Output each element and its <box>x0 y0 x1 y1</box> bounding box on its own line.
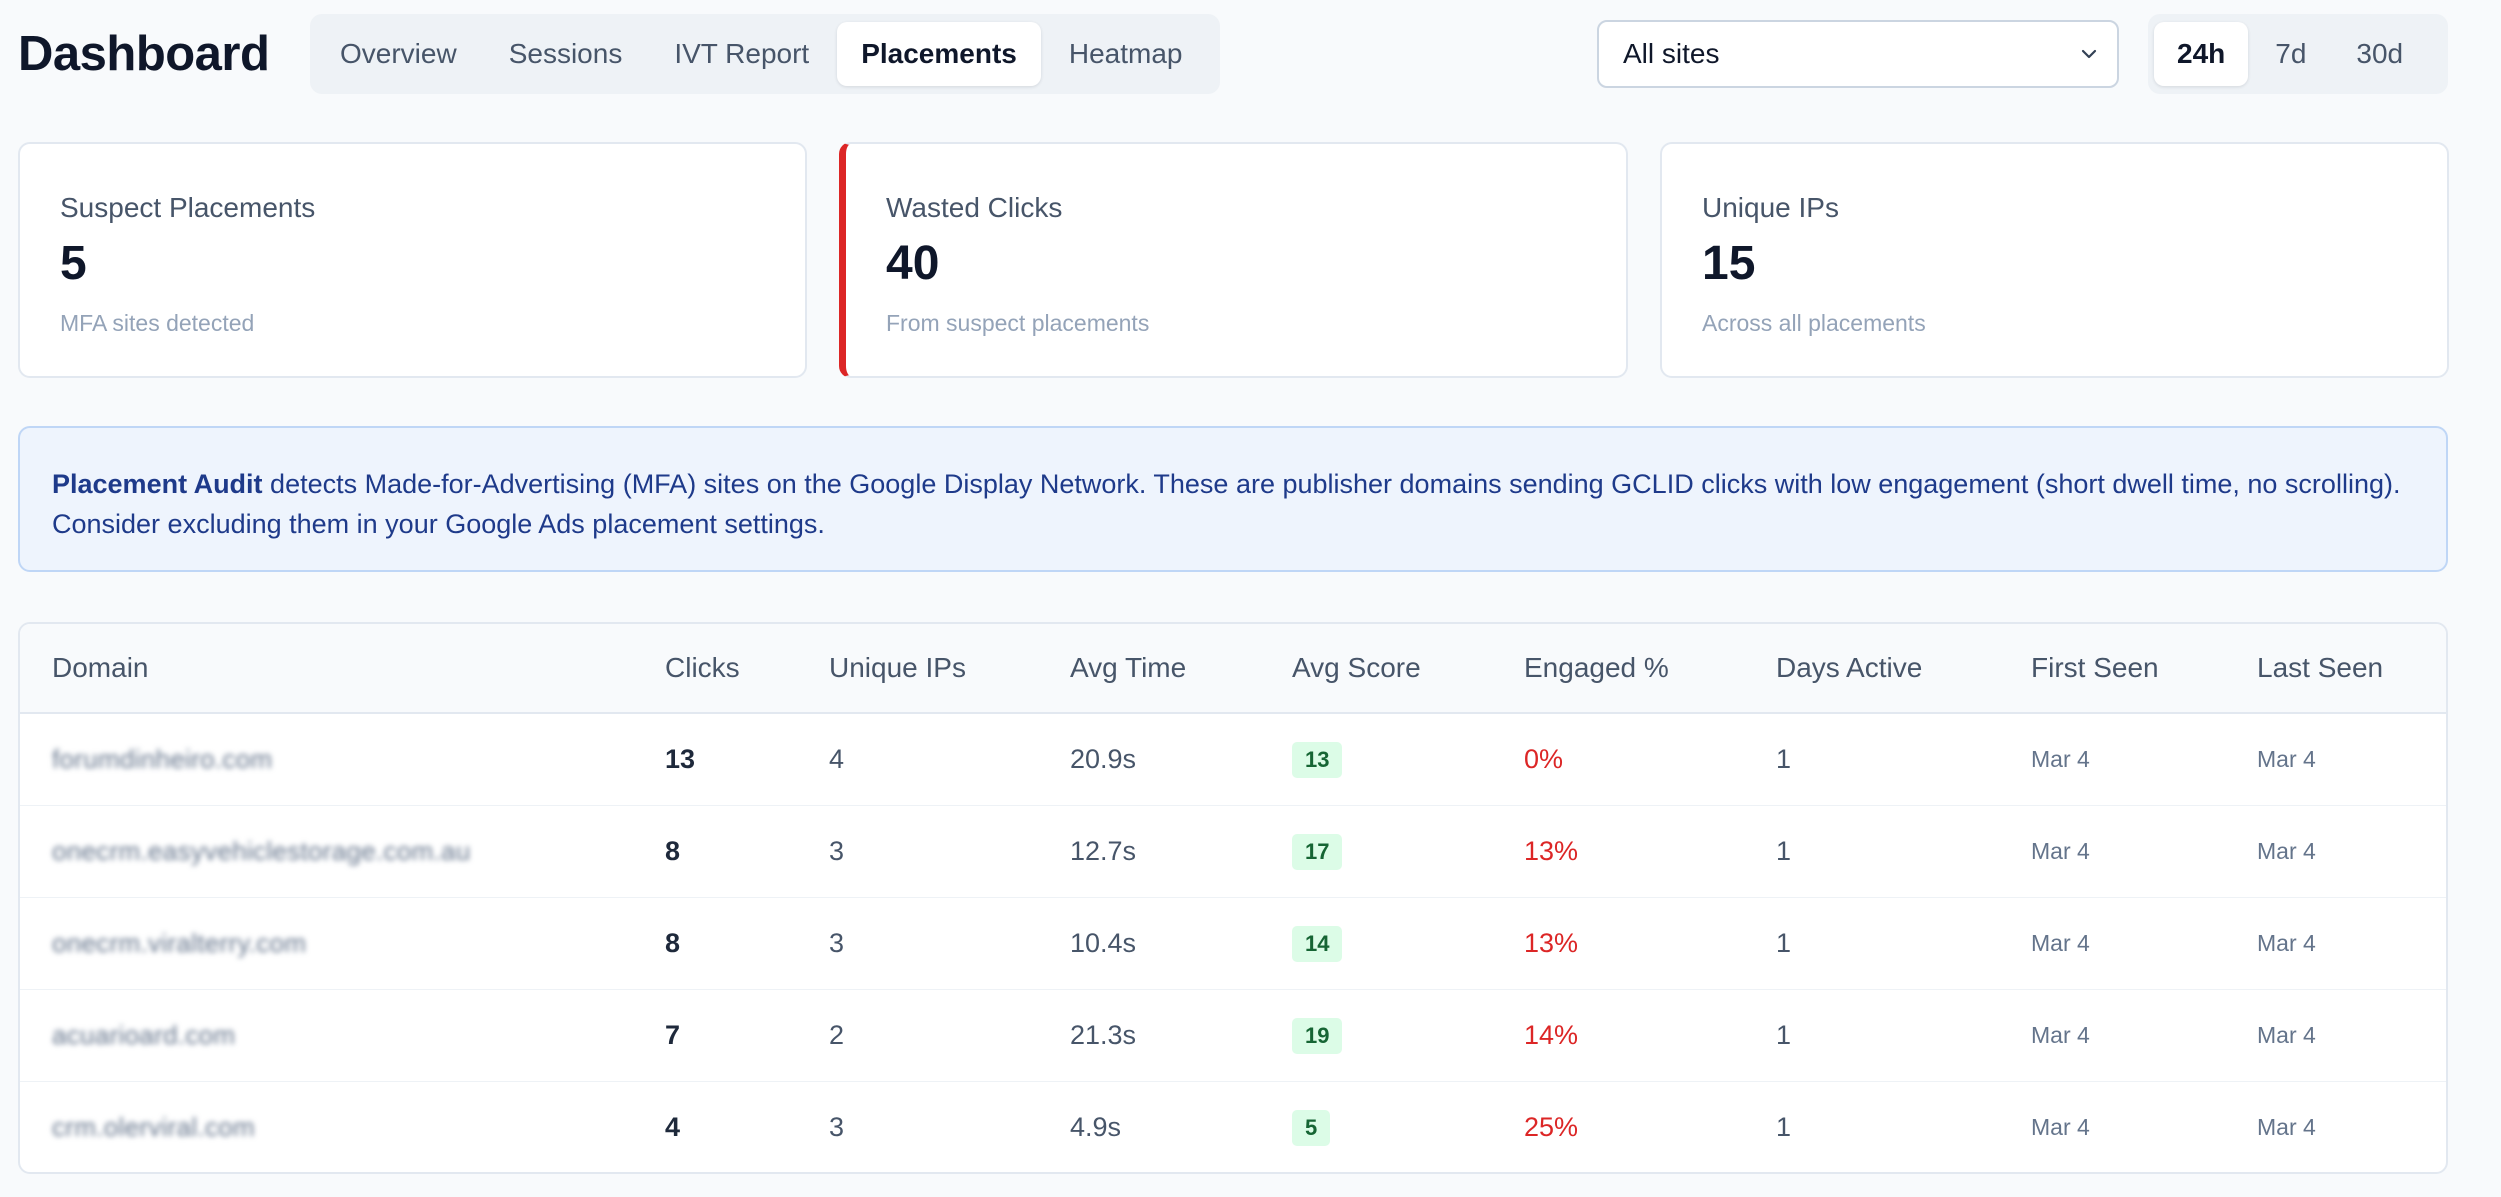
cell-days-active: 1 <box>1776 1020 1792 1050</box>
cell-days-active: 1 <box>1776 1112 1792 1142</box>
table-row[interactable]: forumdinheiro.com 13 4 20.9s 13 0% 1 Mar… <box>20 714 2446 806</box>
cell-domain: acuarioard.com <box>52 1020 236 1050</box>
cell-first-seen: Mar 4 <box>2031 1022 2090 1048</box>
table-row[interactable]: crm.olerviral.com 4 3 4.9s 5 25% 1 Mar 4… <box>20 1082 2446 1172</box>
cell-engaged: 14% <box>1524 1020 1579 1050</box>
time-range-toggle: 24h 7d 30d <box>2148 14 2448 94</box>
cell-days-active: 1 <box>1776 836 1792 866</box>
stat-label: Wasted Clicks <box>886 192 1063 223</box>
table-row[interactable]: onecrm.viralterry.com 8 3 10.4s 14 13% 1… <box>20 898 2446 990</box>
stat-subtext: Across all placements <box>1702 310 1926 336</box>
page-title: Dashboard <box>18 27 270 81</box>
stat-value: 5 <box>60 237 87 290</box>
cell-engaged: 25% <box>1524 1112 1579 1142</box>
stat-subtext: MFA sites detected <box>60 310 255 336</box>
cell-clicks: 8 <box>665 928 681 958</box>
column-header-engaged[interactable]: Engaged % <box>1524 652 1669 683</box>
range-24h[interactable]: 24h <box>2154 22 2249 86</box>
cell-first-seen: Mar 4 <box>2031 838 2090 864</box>
cell-last-seen: Mar 4 <box>2257 930 2316 956</box>
tab-ivt-report[interactable]: IVT Report <box>674 38 810 69</box>
cell-domain: forumdinheiro.com <box>52 744 273 774</box>
stat-value: 15 <box>1702 237 1756 290</box>
cell-domain: crm.olerviral.com <box>52 1112 256 1142</box>
nav-tabs: Overview Sessions IVT Report Placements … <box>310 14 1220 94</box>
cell-first-seen: Mar 4 <box>2031 746 2090 772</box>
cell-avg-time: 21.3s <box>1070 1020 1137 1050</box>
score-badge: 13 <box>1292 742 1343 778</box>
column-header-first-seen[interactable]: First Seen <box>2031 652 2159 683</box>
cell-first-seen: Mar 4 <box>2031 930 2090 956</box>
cell-clicks: 7 <box>665 1020 681 1050</box>
stat-card-unique-ips: Unique IPs 15 Across all placements <box>1660 142 2449 378</box>
column-header-avg-score[interactable]: Avg Score <box>1292 652 1421 683</box>
cell-engaged: 13% <box>1524 928 1579 958</box>
header: Dashboard Overview Sessions IVT Report P… <box>0 0 2501 112</box>
cell-first-seen: Mar 4 <box>2031 1114 2090 1140</box>
table-header: Domain Clicks Unique IPs Avg Time Avg Sc… <box>20 624 2446 714</box>
placements-table: Domain Clicks Unique IPs Avg Time Avg Sc… <box>18 622 2448 1174</box>
cell-avg-time: 12.7s <box>1070 836 1137 866</box>
score-badge: 14 <box>1292 926 1343 962</box>
cell-last-seen: Mar 4 <box>2257 1114 2316 1140</box>
info-banner: Placement Audit detects Made-for-Adverti… <box>18 426 2448 572</box>
table-row[interactable]: onecrm.easyvehiclestorage.com.au 8 3 12.… <box>20 806 2446 898</box>
column-header-days-active[interactable]: Days Active <box>1776 652 1923 683</box>
stat-value: 40 <box>886 237 940 290</box>
cell-unique-ips: 3 <box>829 836 845 866</box>
cell-days-active: 1 <box>1776 744 1792 774</box>
cell-avg-time: 10.4s <box>1070 928 1137 958</box>
column-header-clicks[interactable]: Clicks <box>665 652 740 683</box>
tab-placements[interactable]: Placements <box>837 22 1041 86</box>
cell-engaged: 13% <box>1524 836 1579 866</box>
cell-engaged: 0% <box>1524 744 1564 774</box>
cell-clicks: 8 <box>665 836 681 866</box>
cell-domain: onecrm.viralterry.com <box>52 928 307 958</box>
column-header-avg-time[interactable]: Avg Time <box>1070 652 1187 683</box>
stat-label: Unique IPs <box>1702 192 1839 223</box>
cell-unique-ips: 4 <box>829 744 845 774</box>
range-7d[interactable]: 7d <box>2275 38 2307 69</box>
site-select-value: All sites <box>1623 38 1720 69</box>
site-select[interactable]: All sites <box>1597 20 2119 88</box>
range-30d[interactable]: 30d <box>2356 38 2404 69</box>
cell-avg-time: 4.9s <box>1070 1112 1122 1142</box>
stat-label: Suspect Placements <box>60 192 316 223</box>
banner-title: Placement Audit <box>52 469 263 499</box>
cell-avg-time: 20.9s <box>1070 744 1137 774</box>
cell-last-seen: Mar 4 <box>2257 838 2316 864</box>
cell-clicks: 4 <box>665 1112 681 1142</box>
chevron-down-icon <box>2081 49 2097 59</box>
stat-card-suspect-placements: Suspect Placements 5 MFA sites detected <box>18 142 807 378</box>
cell-days-active: 1 <box>1776 928 1792 958</box>
banner-text: detects Made-for-Advertising (MFA) sites… <box>52 469 2401 539</box>
tab-overview[interactable]: Overview <box>340 38 457 69</box>
column-header-domain[interactable]: Domain <box>52 652 149 683</box>
cell-last-seen: Mar 4 <box>2257 1022 2316 1048</box>
cell-unique-ips: 3 <box>829 1112 845 1142</box>
column-header-last-seen[interactable]: Last Seen <box>2257 652 2384 683</box>
score-badge: 19 <box>1292 1018 1343 1054</box>
column-header-unique-ips[interactable]: Unique IPs <box>829 652 966 683</box>
cell-unique-ips: 2 <box>829 1020 845 1050</box>
cell-unique-ips: 3 <box>829 928 845 958</box>
score-badge: 17 <box>1292 834 1343 870</box>
score-badge: 5 <box>1292 1110 1331 1146</box>
cell-clicks: 13 <box>665 744 696 774</box>
tab-sessions[interactable]: Sessions <box>508 38 623 69</box>
stat-subtext: From suspect placements <box>886 310 1150 336</box>
cell-last-seen: Mar 4 <box>2257 746 2316 772</box>
stat-card-wasted-clicks: Wasted Clicks 40 From suspect placements <box>839 142 1628 378</box>
tab-heatmap[interactable]: Heatmap <box>1068 38 1183 69</box>
table-row[interactable]: acuarioard.com 7 2 21.3s 19 14% 1 Mar 4 … <box>20 990 2446 1082</box>
cell-domain: onecrm.easyvehiclestorage.com.au <box>52 836 471 866</box>
